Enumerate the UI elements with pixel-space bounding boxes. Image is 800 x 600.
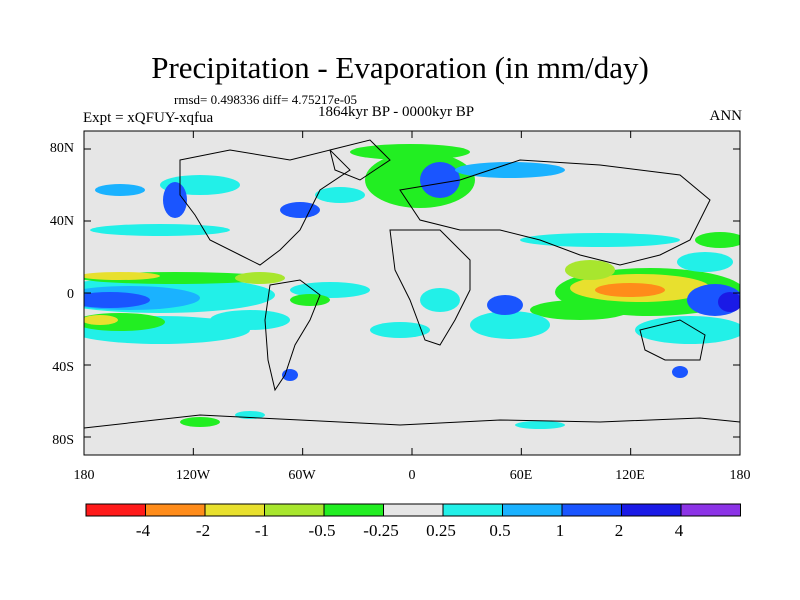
colorbar-label: 1 [555, 521, 565, 540]
colorbar-label: -2 [195, 521, 211, 540]
colorbar-label: -4 [135, 521, 151, 540]
season-text: ANN [709, 108, 743, 124]
colorbar-swatch [323, 503, 384, 517]
coastlines [84, 139, 740, 429]
experiment-text: Expt = xQFUY-xqfua [83, 110, 214, 126]
colorbar-swatch [680, 503, 741, 517]
lat-label: 80S [52, 433, 74, 448]
lat-label: 40N [49, 214, 74, 229]
lon-label: 60E [509, 468, 533, 483]
colorbar-swatch [442, 503, 503, 517]
map-title: Precipitation - Evaporation (in mm/day) [151, 50, 649, 85]
lon-label: 120E [615, 468, 645, 483]
period-text: 1864kyr BP - 0000kyr BP [318, 104, 475, 120]
colorbar-swatch [85, 503, 146, 517]
colorbar-swatch [264, 503, 325, 517]
colorbar-swatch [204, 503, 265, 517]
colorbar-swatch [621, 503, 682, 517]
colorbar-swatch [383, 503, 444, 517]
lon-label: 180 [729, 468, 751, 483]
colorbar-label: 0.5 [489, 521, 511, 540]
lat-label: 0 [67, 287, 74, 302]
colorbar-label: -0.5 [308, 521, 336, 540]
colorbar-label: 2 [614, 521, 624, 540]
colorbar-label: -0.25 [363, 521, 399, 540]
stats-text: rmsd= 0.498336 diff= 4.75217e-05 [174, 92, 358, 107]
axis-ticks [83, 131, 741, 455]
field-blobs [84, 144, 740, 429]
colorbar-swatch [145, 503, 206, 517]
lon-label: 180 [73, 468, 95, 483]
lat-label: 40S [52, 360, 74, 375]
colorbar-swatch [561, 503, 622, 517]
colorbar-label: -1 [254, 521, 270, 540]
colorbar-label: 4 [674, 521, 684, 540]
colorbar-swatch [502, 503, 563, 517]
colorbar-label: 0.25 [426, 521, 456, 540]
lon-label: 120W [175, 468, 211, 483]
lat-label: 80N [49, 141, 74, 156]
lon-label: 60W [288, 468, 316, 483]
lon-label: 0 [408, 468, 416, 483]
